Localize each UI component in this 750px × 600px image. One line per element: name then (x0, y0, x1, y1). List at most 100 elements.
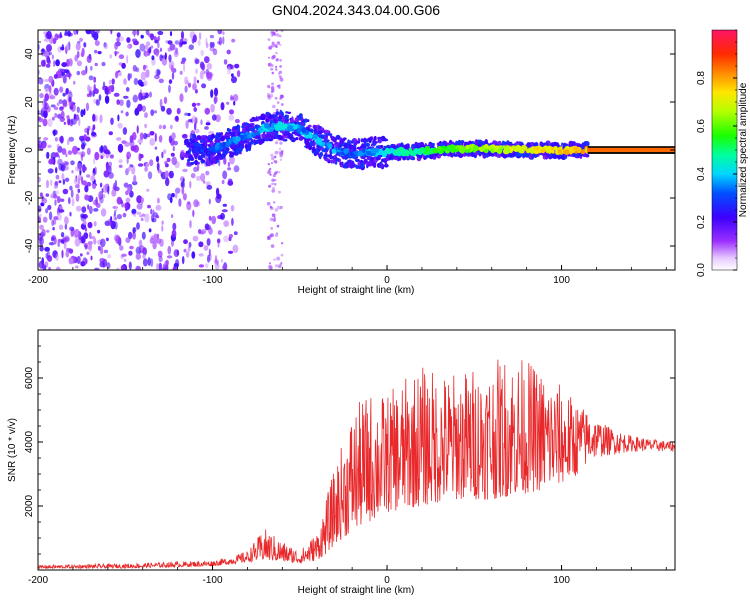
spectrogram-band-point (235, 147, 241, 154)
spectrogram-noise-point (168, 170, 174, 179)
spectrogram-noise-point (126, 155, 129, 165)
spectrogram-noise-point (97, 245, 101, 251)
spectrogram-noise-point (116, 32, 121, 38)
spectrogram-noise-point (50, 104, 56, 108)
spectrogram-noise-point (136, 195, 143, 204)
spectrogram-noise-point (67, 30, 71, 37)
spectrogram-noise-point (233, 100, 236, 106)
spectrogram-core-point (251, 133, 255, 138)
spectrogram-noise-point (227, 162, 231, 167)
spectrogram-band-point (207, 161, 212, 167)
spectrogram-noise-point (154, 132, 157, 142)
spectrogram-noise-point (86, 251, 90, 256)
spectrogram-band-point (356, 140, 360, 144)
spectrogram-noise-point (187, 246, 191, 252)
spectrogram-noise-point (232, 244, 239, 253)
spectrogram-band-point (186, 161, 191, 166)
spectrogram-noise-point (54, 199, 57, 206)
spectrogram-noise-point (116, 214, 122, 220)
spectrogram-streak-point (269, 205, 272, 209)
spectrogram-noise-point (94, 166, 97, 175)
spectrogram-noise-point (76, 106, 80, 113)
spectrogram-noise-point (125, 111, 129, 117)
spectrogram-noise-point (129, 245, 134, 250)
spectrogram-noise-point (113, 51, 120, 55)
spectrogram-noise-point (173, 263, 179, 268)
spectrogram-band-point (330, 159, 334, 164)
spectrogram-noise-point (105, 237, 109, 242)
spectrogram-noise-point (87, 204, 90, 210)
spectrogram-noise-point (59, 31, 62, 39)
spectrogram-noise-point (64, 30, 68, 35)
spectrogram-noise-point (144, 123, 148, 129)
spectrogram-band-point (363, 158, 368, 164)
spectrogram-streak-point (279, 59, 282, 62)
spectrogram-band-point (484, 139, 488, 145)
spectrogram-streak-point (276, 224, 280, 228)
spectrogram-noise-point (175, 115, 179, 121)
spectrogram-noise-point (172, 146, 175, 152)
spectrogram-noise-point (93, 221, 97, 227)
spectrogram-noise-point (157, 250, 163, 258)
spectrogram-noise-point (115, 71, 119, 79)
spectrogram-noise-point (65, 88, 69, 96)
spectrogram-band-point (394, 157, 399, 161)
spectrogram-noise-point (74, 237, 81, 247)
spectrogram-x-label: Height of straight line (km) (298, 285, 415, 296)
spectrogram-band-point (320, 127, 325, 131)
spectrogram-streak-point (274, 96, 277, 100)
spectrogram-streak-point (270, 86, 275, 90)
spectrogram-noise-point (164, 260, 169, 269)
x-tick-label: -100 (203, 275, 223, 286)
spectrogram-noise-point (179, 93, 184, 103)
spectrogram-noise-point (128, 250, 133, 256)
spectrogram-noise-point (94, 40, 100, 46)
spectrogram-noise-point (57, 241, 61, 248)
spectrogram-noise-point (75, 265, 79, 269)
spectrogram-noise-point (195, 68, 198, 74)
spectrogram-streak-point (272, 218, 276, 222)
spectrogram-band-point (460, 140, 465, 144)
spectrogram-noise-point (180, 149, 185, 156)
spectrogram-band-point (330, 135, 335, 141)
spectrogram-noise-point (122, 212, 127, 218)
spectrogram-band-point (189, 162, 195, 165)
spectrogram-noise-point (193, 199, 199, 208)
spectrogram-noise-point (171, 229, 177, 238)
spectrogram-noise-point (110, 117, 114, 126)
spectrogram-noise-point (65, 161, 69, 166)
snr-y-axis: 2000 4000 6000 (24, 329, 675, 555)
spectrogram-noise-point (125, 197, 131, 203)
spectrogram-noise-point (187, 112, 191, 117)
spectrogram-streak-point (271, 43, 275, 48)
spectrogram-noise-point (86, 181, 92, 187)
spectrogram-noise-point (213, 87, 219, 97)
spectrogram-noise-point (92, 113, 96, 122)
spectrogram-noise-point (201, 63, 206, 71)
snr-x-label: Height of straight line (km) (298, 585, 415, 596)
spectrogram-core-point (229, 138, 234, 143)
spectrogram-noise-point (99, 261, 105, 268)
x-tick-label: 0 (384, 275, 390, 286)
spectrogram-noise-point (39, 224, 44, 230)
spectrogram-core-point (235, 136, 241, 142)
spectrogram-noise-point (169, 124, 173, 130)
spectrogram-band-point (192, 133, 196, 139)
spectrogram-noise-point (132, 30, 137, 36)
spectrogram-noise-point (181, 41, 187, 45)
spectrogram-streak-point (276, 101, 280, 104)
colorbar-tick-label: 0.8 (696, 71, 707, 85)
spectrogram-noise-point (68, 197, 71, 205)
spectrogram-band-point (381, 158, 385, 163)
spectrogram-noise-point (128, 261, 132, 270)
spectrogram-noise-point (142, 258, 148, 267)
spectrogram-noise-point (50, 179, 53, 186)
spectrogram-core-point (316, 139, 320, 143)
spectrogram-band-point (532, 154, 538, 158)
spectrogram-band-point (186, 159, 191, 162)
spectrogram-band-point (570, 141, 576, 147)
spectrogram-noise-point (81, 70, 87, 76)
spectrogram-noise-point (171, 156, 177, 166)
spectrogram-noise-point (144, 213, 150, 223)
